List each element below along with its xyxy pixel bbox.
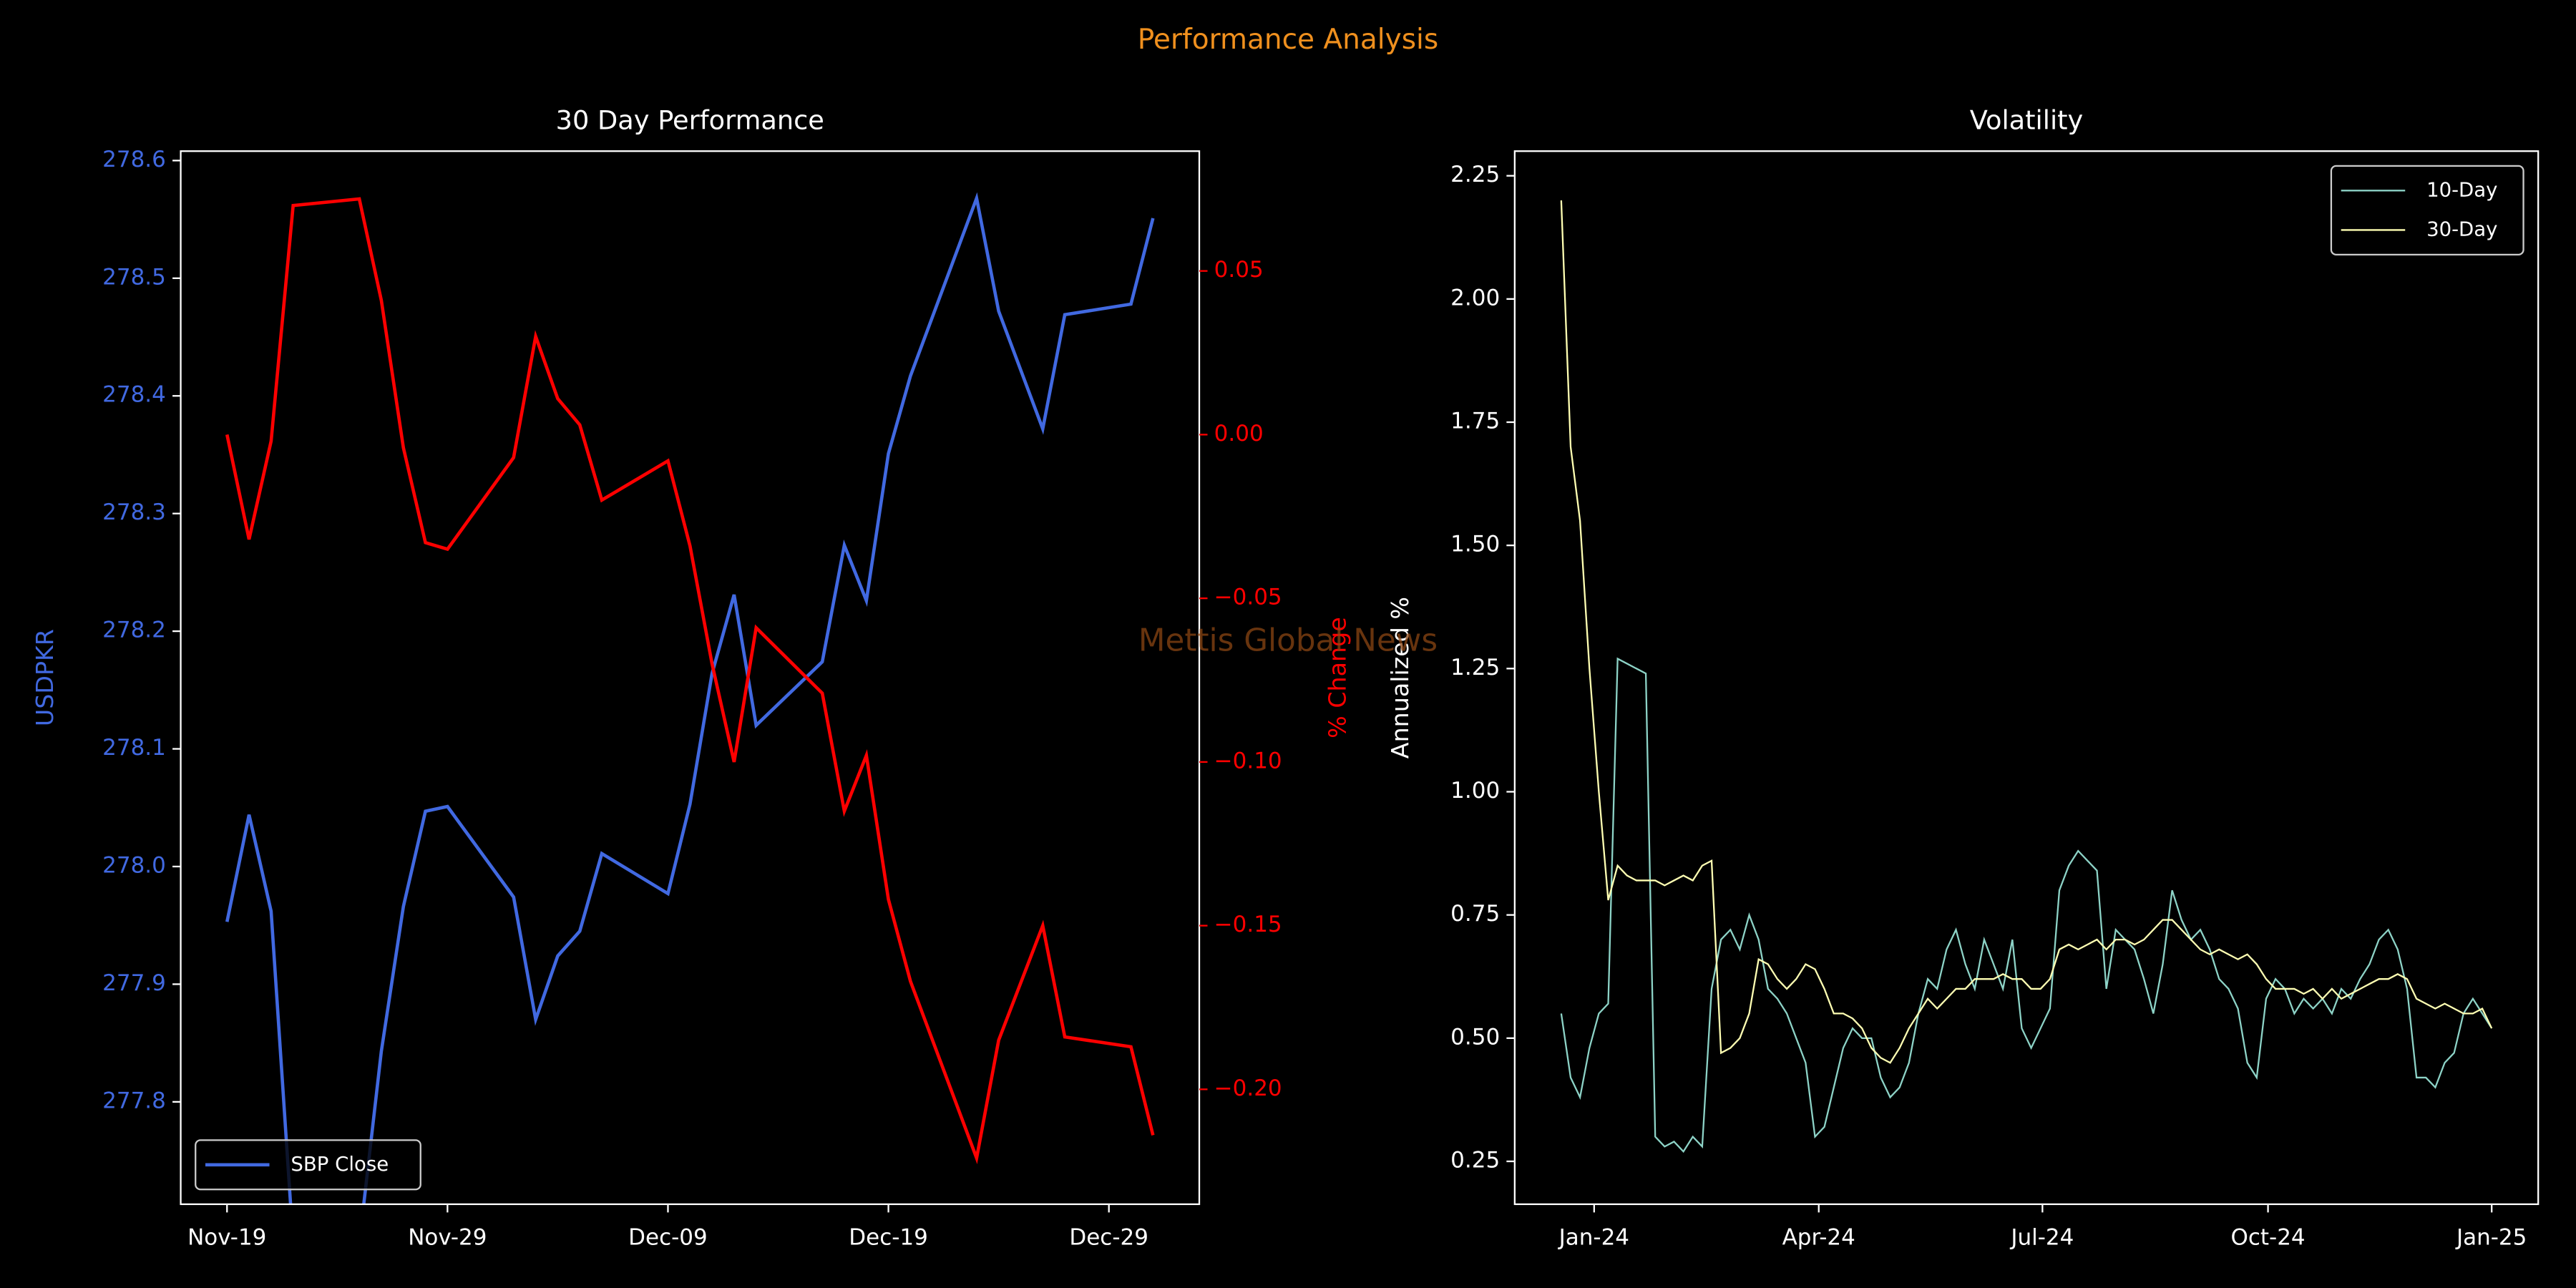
x-tick-label: Oct-24	[2230, 1225, 2305, 1251]
y-axis-label: Annualized %	[1386, 597, 1414, 758]
y2-tick-label: −0.20	[1214, 1075, 1282, 1101]
y-axis-label: USDPKR	[31, 629, 59, 726]
y-tick-label: 0.75	[1450, 901, 1500, 927]
x-tick-label: Apr-24	[1782, 1225, 1855, 1251]
series-line	[1560, 200, 2493, 1064]
x-tick-label: Jul-24	[2009, 1225, 2074, 1251]
y-tick-label: 2.25	[1450, 162, 1500, 187]
axes-title: Volatility	[1970, 104, 2084, 135]
y2-tick-label: 0.00	[1214, 421, 1264, 447]
x-tick-label: Jan-25	[2455, 1225, 2527, 1251]
axes-title: 30 Day Performance	[556, 104, 824, 135]
x-tick-label: Dec-09	[628, 1225, 708, 1251]
y2-tick-label: −0.05	[1214, 585, 1282, 610]
y2-tick-label: 0.05	[1214, 257, 1264, 283]
y2-tick-label: −0.15	[1214, 912, 1282, 937]
y-tick-label: 1.00	[1450, 778, 1500, 804]
legend-box	[2330, 165, 2524, 256]
y-tick-label: 1.75	[1450, 408, 1500, 434]
y-tick-label: 278.6	[102, 147, 166, 172]
legend-label: 30-Day	[2426, 218, 2497, 240]
y-tick-label: 1.50	[1450, 532, 1500, 557]
legend-box	[195, 1139, 421, 1191]
legend-label: 10-Day	[2426, 178, 2497, 201]
axes-frame	[180, 150, 1201, 1206]
series-line	[225, 197, 1155, 1164]
y-tick-label: 278.0	[102, 852, 166, 878]
x-tick-label: Jan-24	[1558, 1225, 1629, 1251]
y-tick-label: 278.5	[102, 264, 166, 290]
y2-axis-label: % Change	[1324, 617, 1352, 738]
y-tick-label: 277.8	[102, 1088, 166, 1113]
axes-frame	[1513, 150, 2540, 1206]
y-tick-label: 278.1	[102, 735, 166, 761]
y-tick-label: 0.50	[1450, 1024, 1500, 1050]
plot-area	[1514, 151, 2539, 1204]
y-tick-label: 277.9	[102, 970, 166, 996]
y-tick-label: 278.3	[102, 499, 166, 525]
legend-label: SBP Close	[291, 1153, 389, 1176]
plot-area	[180, 151, 1200, 1204]
y-tick-label: 2.00	[1450, 285, 1500, 311]
y-tick-label: 1.25	[1450, 655, 1500, 680]
y-tick-label: 278.2	[102, 618, 166, 643]
y-tick-label: 0.25	[1450, 1147, 1500, 1173]
y-tick-label: 278.4	[102, 382, 166, 408]
x-tick-label: Dec-29	[1069, 1225, 1148, 1251]
y2-tick-label: −0.10	[1214, 748, 1282, 774]
x-tick-label: Nov-19	[187, 1225, 266, 1251]
x-tick-label: Dec-19	[849, 1225, 928, 1251]
figure-title: Performance Analysis	[1138, 24, 1438, 56]
watermark: Mettis Global News	[1138, 623, 1438, 659]
series-line	[225, 192, 1155, 1204]
x-tick-label: Nov-29	[408, 1225, 487, 1251]
